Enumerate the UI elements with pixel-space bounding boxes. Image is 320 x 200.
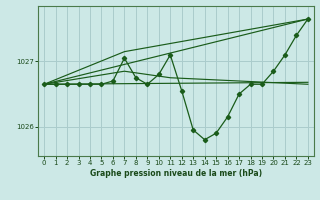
X-axis label: Graphe pression niveau de la mer (hPa): Graphe pression niveau de la mer (hPa) xyxy=(90,169,262,178)
